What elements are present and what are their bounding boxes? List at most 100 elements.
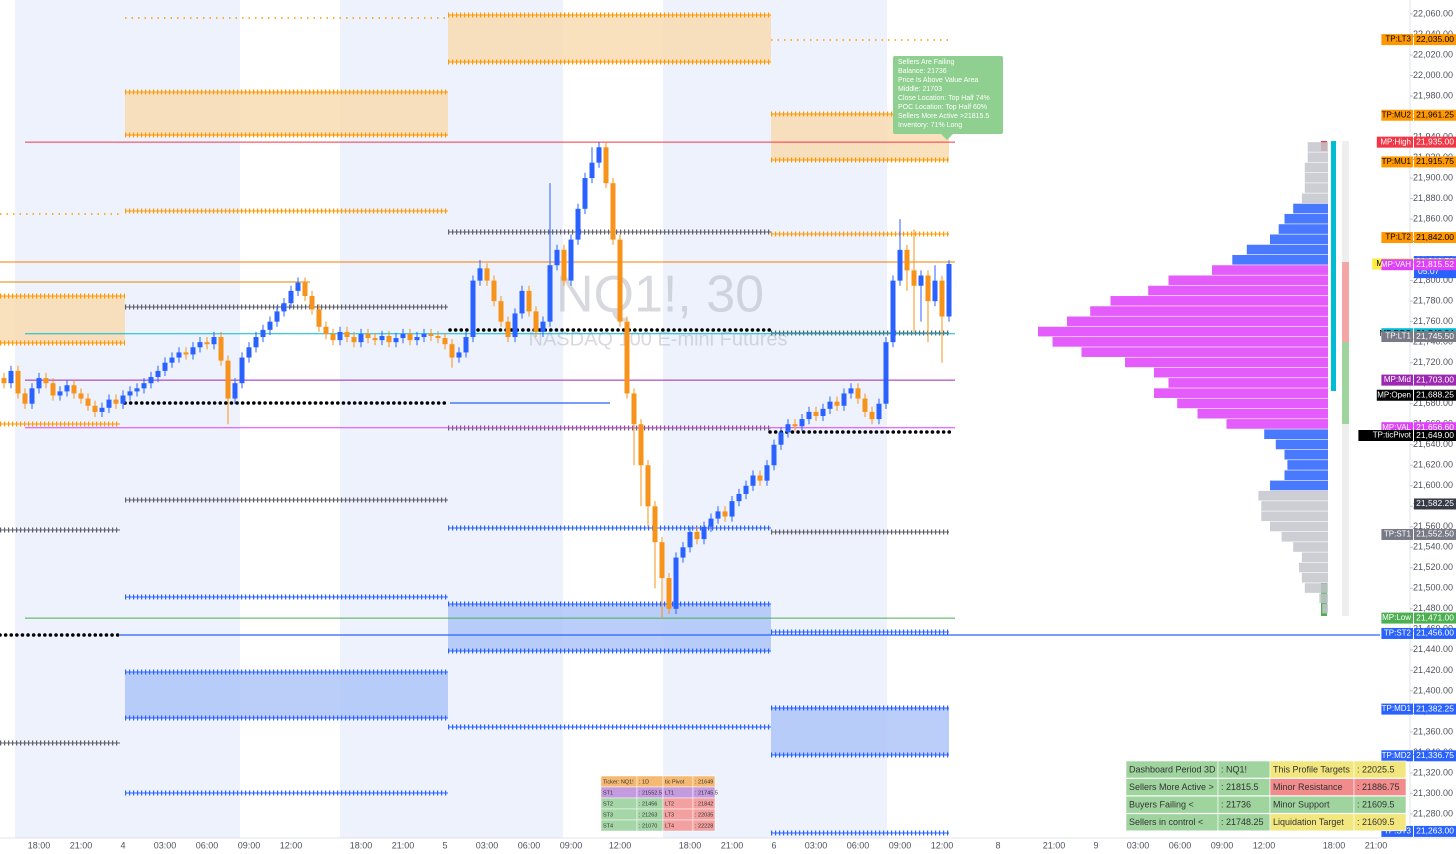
level-name-badge <box>1381 703 1413 715</box>
candle-body <box>442 338 448 345</box>
candle-body <box>554 249 560 266</box>
candle-body <box>512 313 518 338</box>
profile-bar <box>1168 275 1328 286</box>
level-name-badge <box>1381 331 1413 343</box>
candle-body <box>204 342 210 345</box>
y-tick-label: 22,020.00 <box>1413 49 1453 59</box>
y-tick-label: 22,060.00 <box>1413 8 1453 18</box>
x-tick-label: 09:00 <box>889 840 912 850</box>
x-tick-label: 03:00 <box>805 840 828 850</box>
pivot-cell <box>692 819 716 832</box>
x-tick-label: 12:00 <box>931 840 954 850</box>
y-tick-label: 21,880.00 <box>1413 193 1453 203</box>
level-name: TP:LT3 <box>1385 35 1411 44</box>
candle-body <box>638 424 644 466</box>
x-tick-label: 03:00 <box>1127 840 1150 850</box>
dashboard-text: : 21609.5 <box>1357 817 1395 827</box>
profile-bar <box>1304 172 1328 183</box>
level-name: MP:VAH <box>1381 260 1411 269</box>
candle-body <box>652 506 658 543</box>
level-name-badge <box>1381 750 1413 762</box>
price-badge-label: 21,336.75 <box>1416 750 1454 760</box>
candle-body <box>393 338 399 343</box>
candle-body <box>526 290 532 312</box>
price-badge <box>1414 430 1456 442</box>
level-name-badge <box>1381 627 1413 639</box>
x-tick-label: 18:00 <box>350 840 373 850</box>
pivot-text: ST3 <box>603 812 613 818</box>
info-box-line: Close Location: Top Half 74% <box>898 95 990 102</box>
price-badge <box>1414 109 1456 121</box>
x-tick-label: 21:00 <box>1043 840 1066 850</box>
pivot-text: ST1 <box>603 790 613 796</box>
candle-body <box>540 321 546 332</box>
level-name-badge <box>1381 422 1413 434</box>
profile-bar <box>1322 603 1328 614</box>
candle-body <box>484 268 490 281</box>
x-tick-label: 18:00 <box>28 840 51 850</box>
candle-body <box>904 249 910 271</box>
candle-body <box>183 352 189 355</box>
candle-body <box>715 511 721 519</box>
price-badge-label: 21,552.50 <box>1416 529 1454 539</box>
profile-bar <box>1232 254 1328 265</box>
candle-body <box>267 321 273 330</box>
profile-bar <box>1154 367 1328 378</box>
profile-bar <box>1258 490 1328 501</box>
candle-body <box>456 352 462 358</box>
candle-body <box>659 542 665 579</box>
dashboard-cell <box>1353 778 1407 796</box>
pivot-text: : 21456 <box>639 801 657 807</box>
price-badge-label: 21,935.00 <box>1416 136 1454 146</box>
candle-body <box>344 331 350 338</box>
candle-body <box>687 531 693 548</box>
price-badge <box>1414 34 1456 46</box>
pivot-text: : 21552.5 <box>639 790 662 796</box>
candle-body <box>645 465 651 507</box>
dashboard-text: : 21736 <box>1221 800 1251 810</box>
y-tick-label: 21,640.00 <box>1413 439 1453 449</box>
candle-body <box>274 311 280 322</box>
level-name: TP:MD2 <box>1382 751 1412 760</box>
x-tick-label: 21:00 <box>392 840 415 850</box>
candle-body <box>897 249 903 281</box>
candle-body <box>414 337 420 341</box>
profile-bar <box>1331 141 1336 391</box>
candle-body <box>190 347 196 355</box>
candle-body <box>533 311 539 332</box>
candle-body <box>848 388 854 394</box>
candle-body <box>701 526 707 540</box>
x-tick-label: 18:00 <box>679 840 702 850</box>
price-badge <box>1414 232 1456 244</box>
pivot-text: LT3 <box>665 812 674 818</box>
profile-bar <box>1281 531 1328 542</box>
price-badge-label: 21,471.00 <box>1416 612 1454 622</box>
candle-body <box>813 411 819 417</box>
level-name-badge <box>1381 259 1413 271</box>
candle-body <box>603 147 609 184</box>
layer: 22,060.00 22,040.00 22,020.00 22,000.00 21,9… <box>0 8 1456 850</box>
candle-body <box>302 282 308 297</box>
candle-body <box>99 407 105 412</box>
candle-body <box>736 493 742 502</box>
dashboard-text: Liquidation Target <box>1273 817 1344 827</box>
level-name: TP:ST2 <box>1384 629 1412 638</box>
level-name: MP:Low <box>1382 613 1411 622</box>
x-tick-label: 21:00 <box>1365 840 1388 850</box>
dashboard-cell <box>1353 813 1407 832</box>
candle-body <box>561 249 567 281</box>
candle-body <box>666 578 672 609</box>
profile-bar <box>1275 439 1328 450</box>
y-tick-label: 21,440.00 <box>1413 644 1453 654</box>
candle-body <box>57 391 63 396</box>
profile-bar <box>1293 203 1328 214</box>
price-badge <box>1414 612 1456 624</box>
x-tick-label: 09:00 <box>560 840 583 850</box>
candle-body <box>708 518 714 527</box>
candle-body <box>351 337 357 343</box>
level-name-badge <box>1381 374 1413 386</box>
y-tick-label: 21,780.00 <box>1413 296 1453 306</box>
dashboard-cell <box>1353 795 1407 814</box>
candle-body <box>358 333 364 343</box>
demand-zone <box>448 604 771 651</box>
